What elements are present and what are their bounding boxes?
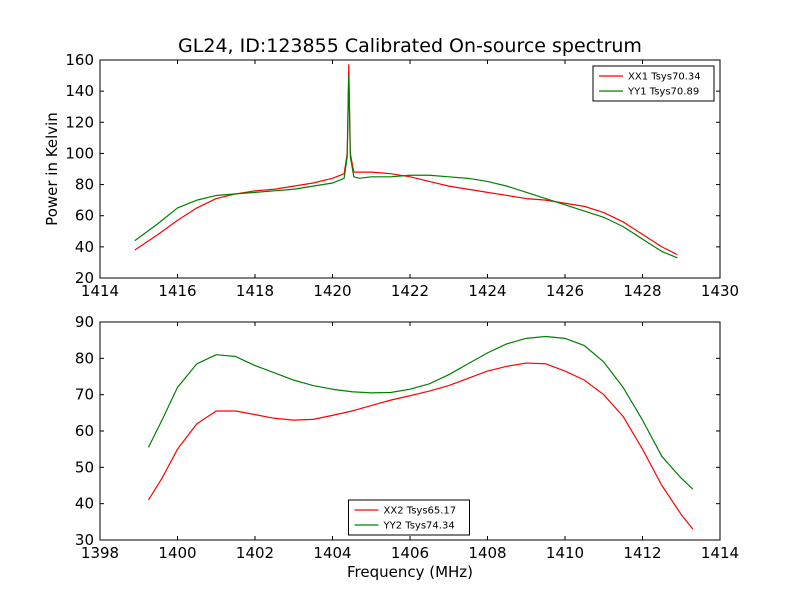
legend: XX1 Tsys70.34 YY1 Tsys70.89 bbox=[592, 65, 715, 102]
x-tick-label: 1414 bbox=[81, 282, 119, 300]
legend-label-1: XX2 Tsys65.17 bbox=[384, 506, 457, 517]
y-tick-label: 70 bbox=[75, 386, 94, 404]
y-tick-label: 160 bbox=[65, 51, 94, 69]
legend-label-2: YY1 Tsys70.89 bbox=[627, 87, 699, 98]
x-tick-label: 1404 bbox=[313, 544, 351, 562]
y-tick-label: 90 bbox=[75, 313, 94, 331]
y-tick-label: 120 bbox=[65, 113, 94, 131]
x-tick-label: 1398 bbox=[81, 544, 119, 562]
x-tick-label: 1424 bbox=[468, 282, 506, 300]
legend: XX2 Tsys65.17 YY2 Tsys74.34 bbox=[348, 499, 470, 536]
series-line-1 bbox=[134, 64, 678, 256]
y-tick-label: 40 bbox=[75, 495, 94, 513]
y-tick-label: 50 bbox=[75, 458, 94, 476]
y-tick-label: 20 bbox=[75, 269, 94, 287]
x-axis-label: Frequency (MHz) bbox=[347, 563, 473, 581]
series-group bbox=[134, 64, 678, 259]
x-tick-label: 1418 bbox=[236, 282, 274, 300]
y-axis-label: Power in Kelvin bbox=[43, 112, 61, 226]
series-line-2 bbox=[134, 74, 678, 259]
bottom-spectrum-plot: 1398 1400 1402 1404 1406 1408 1410 1412 1414 30 40… bbox=[75, 313, 739, 581]
chart-title: GL24, ID:123855 Calibrated On-source spe… bbox=[178, 35, 642, 57]
y-tick-label: 140 bbox=[65, 82, 94, 100]
y-tick-label: 60 bbox=[75, 422, 94, 440]
x-tick-label: 1408 bbox=[468, 544, 506, 562]
x-tick-label: 1426 bbox=[546, 282, 584, 300]
x-tick-label: 1428 bbox=[623, 282, 661, 300]
y-tick-label: 40 bbox=[75, 238, 94, 256]
legend-box bbox=[348, 499, 470, 536]
series-line-1 bbox=[147, 362, 694, 530]
x-tick-label: 1414 bbox=[701, 544, 739, 562]
x-tick-label: 1410 bbox=[546, 544, 584, 562]
y-tick-label: 100 bbox=[65, 144, 94, 162]
x-tick-label: 1422 bbox=[391, 282, 429, 300]
x-tick-label: 1412 bbox=[623, 544, 661, 562]
series-group bbox=[147, 335, 694, 530]
x-tick-label: 1400 bbox=[158, 544, 196, 562]
x-tick-label: 1416 bbox=[158, 282, 196, 300]
y-tick-label: 80 bbox=[75, 176, 94, 194]
legend-label-2: YY2 Tsys74.34 bbox=[383, 521, 455, 532]
x-tick-label: 1402 bbox=[236, 544, 274, 562]
legend-box bbox=[592, 65, 715, 102]
series-line-2 bbox=[147, 335, 694, 490]
y-tick-label: 80 bbox=[75, 349, 94, 367]
y-tick-label: 30 bbox=[75, 531, 94, 549]
x-tick-label: 1406 bbox=[391, 544, 429, 562]
x-tick-label: 1430 bbox=[701, 282, 739, 300]
y-tick-label: 60 bbox=[75, 207, 94, 225]
x-tick-label: 1420 bbox=[313, 282, 351, 300]
legend-label-1: XX1 Tsys70.34 bbox=[628, 72, 701, 83]
top-spectrum-plot: GL24, ID:123855 Calibrated On-source spe… bbox=[43, 35, 739, 300]
